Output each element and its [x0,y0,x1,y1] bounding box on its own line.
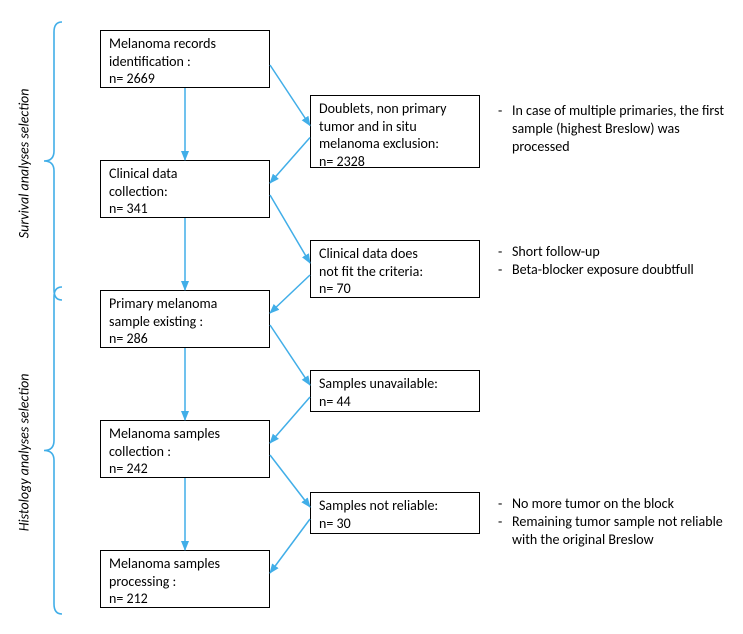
box-label: Doublets, non primary [319,100,447,117]
brace-label-histology: Histology analyses selection [17,367,34,537]
box-label: Clinical data does [319,245,418,262]
brace-label-text: Histology analyses selection [16,373,33,531]
box-exclusion-1: Doublets, non primary tumor and in situ … [310,95,480,168]
box-label: processing : [109,573,176,590]
box-label: Melanoma samples [109,425,220,442]
brace-label-text: Survival analyses selection [16,89,33,239]
note-item: No more tumor on the block [512,495,743,513]
box-records: Melanoma records identification : n= 266… [100,30,270,88]
note-1: In case of multiple primaries, the first… [498,102,738,157]
box-label: collection: [109,183,168,200]
box-value: n= 70 [319,280,351,297]
box-label: Primary melanoma [109,295,217,312]
box-value: n= 2669 [109,70,155,87]
box-value: n= 2328 [319,153,365,170]
box-exclusion-2: Clinical data does not fit the criteria:… [310,240,480,298]
brace-label-survival: Survival analyses selection [17,83,34,243]
box-exclusion-3: Samples unavailable: n= 44 [310,370,480,412]
box-label: Melanoma samples [109,555,220,572]
box-label: Samples not reliable: [319,497,438,514]
box-samples-collection: Melanoma samples collection : n= 242 [100,420,270,478]
box-label: Samples unavailable: [319,375,438,392]
box-primary-sample: Primary melanoma sample existing : n= 28… [100,290,270,348]
box-samples-processing: Melanoma samples processing : n= 212 [100,550,270,608]
box-label: sample existing : [109,313,203,330]
note-item: In case of multiple primaries, the first… [512,102,738,157]
box-clinical-data: Clinical data collection: n= 341 [100,160,270,218]
box-value: n= 242 [109,460,148,477]
box-label: not fit the criteria: [319,263,423,280]
box-value: n= 30 [319,515,351,532]
box-label: Clinical data [109,165,178,182]
note-item: Remaining tumor sample not reliable with… [512,513,743,549]
box-label: tumor and in situ [319,118,417,135]
box-label: identification : [109,53,191,70]
note-item: Beta-blocker exposure doubtfull [512,261,738,279]
box-exclusion-4: Samples not reliable: n= 30 [310,492,480,534]
box-label: Melanoma records [109,35,216,52]
note-4: No more tumor on the block Remaining tum… [498,495,743,550]
box-value: n= 286 [109,330,148,347]
note-2: Short follow-up Beta-blocker exposure do… [498,243,738,279]
box-label: collection : [109,443,171,460]
note-item: Short follow-up [512,243,738,261]
box-value: n= 212 [109,590,148,607]
box-value: n= 44 [319,393,351,410]
box-label: melanoma exclusion: [319,135,439,152]
box-value: n= 341 [109,200,148,217]
